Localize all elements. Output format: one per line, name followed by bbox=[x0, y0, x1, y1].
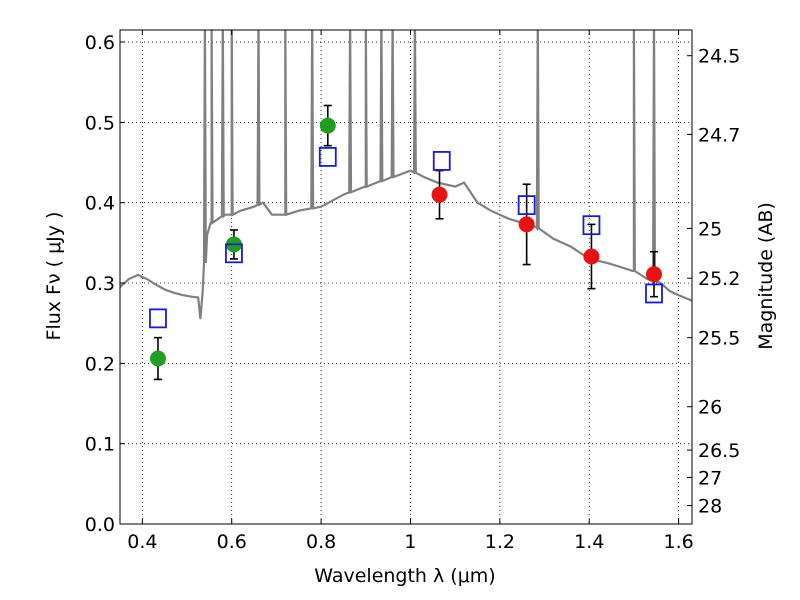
model-spectrum bbox=[120, 30, 692, 320]
y-tick-label: 0.1 bbox=[85, 434, 115, 456]
data-point bbox=[319, 117, 336, 134]
data-point bbox=[646, 266, 663, 283]
y-axis-label: Flux Fν ( μJy ) bbox=[43, 212, 65, 341]
right-tick-label: 24.7 bbox=[698, 124, 740, 146]
right-tick-label: 28 bbox=[698, 496, 722, 518]
right-tick-label: 26 bbox=[698, 397, 722, 419]
x-tick-label: 1 bbox=[404, 531, 416, 553]
model-point bbox=[517, 195, 536, 216]
right-tick-label: 25.5 bbox=[698, 328, 740, 350]
photometry-points bbox=[149, 104, 663, 381]
x-tick-label: 1.4 bbox=[574, 531, 604, 553]
model-point bbox=[225, 243, 243, 264]
data-point bbox=[518, 216, 535, 233]
x-tick-label: 1.2 bbox=[485, 531, 515, 553]
model-point bbox=[582, 215, 601, 236]
model-point bbox=[149, 308, 167, 329]
model-point bbox=[645, 283, 663, 304]
y-tick-label: 0.5 bbox=[85, 112, 115, 134]
x-tick-label: 1.6 bbox=[663, 531, 693, 553]
model-point bbox=[432, 151, 451, 171]
y-tick-label: 0.2 bbox=[85, 353, 115, 375]
model-point bbox=[318, 147, 337, 167]
data-point bbox=[431, 186, 448, 203]
spectrum-line bbox=[120, 30, 692, 320]
plot-frame bbox=[119, 29, 693, 525]
right-tick-label: 27 bbox=[698, 467, 722, 489]
y-tick-label: 0.3 bbox=[85, 273, 115, 295]
right-tick-label: 25.2 bbox=[698, 268, 740, 290]
axis-ticks: 0.4 0.6 0.8 1 1.2 1.4 1.6 0.0 0.1 0.2 0.3 0.4 0.5 0.6… bbox=[85, 30, 740, 553]
y-tick-label: 0.4 bbox=[85, 193, 115, 215]
x-tick-label: 0.4 bbox=[127, 531, 157, 553]
right-axis-label: Magnitude (AB) bbox=[755, 202, 777, 350]
right-tick-label: 26.5 bbox=[698, 440, 740, 462]
y-tick-label: 0.6 bbox=[85, 32, 115, 54]
x-tick-label: 0.6 bbox=[217, 531, 247, 553]
x-axis-label: Wavelength λ (μm) bbox=[314, 565, 495, 587]
right-tick-label: 25 bbox=[698, 218, 722, 240]
data-point bbox=[583, 248, 600, 265]
data-point bbox=[149, 350, 166, 367]
x-tick-label: 0.8 bbox=[306, 531, 336, 553]
right-tick-label: 24.5 bbox=[698, 46, 740, 68]
y-tick-label: 0.0 bbox=[85, 514, 115, 536]
